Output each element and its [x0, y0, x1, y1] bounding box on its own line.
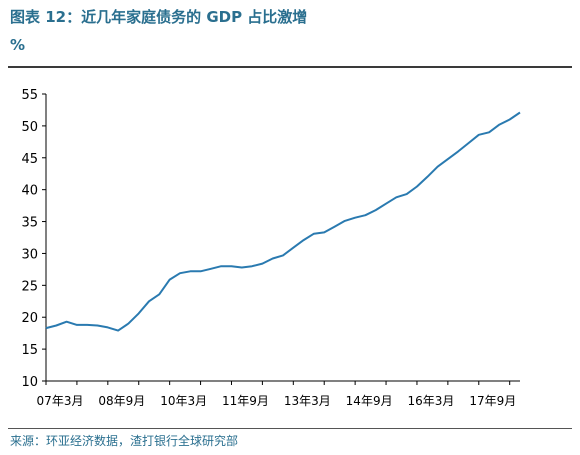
- y-tick-label: 10: [21, 375, 38, 390]
- y-tick-label: 25: [21, 279, 38, 294]
- line-chart: 10 15 20 25 30 35 40 45 50 55 07年3月 08年9月 10年3月 11年9…: [21, 88, 521, 408]
- y-tick-label: 40: [21, 184, 38, 199]
- y-axis-ticks: 10 15 20 25 30 35 40 45 50 55: [21, 88, 46, 390]
- source-note: 来源：环亚经济数据，渣打银行全球研究部: [10, 434, 239, 448]
- x-tick-label: 11年9月: [222, 394, 269, 408]
- x-tick-label: 14年9月: [346, 394, 393, 408]
- chart-title: 图表 12：近几年家庭债务的 GDP 占比激增: [10, 8, 308, 26]
- x-tick-label: 16年3月: [408, 394, 455, 408]
- top-divider: [8, 66, 572, 68]
- y-tick-label: 30: [21, 247, 38, 262]
- bottom-divider: [8, 428, 572, 429]
- y-tick-label: 15: [21, 343, 38, 358]
- y-tick-label: 55: [21, 88, 38, 103]
- x-tick-label: 10年3月: [160, 394, 207, 408]
- series-line: [45, 111, 521, 332]
- axes: [45, 94, 520, 382]
- y-tick-label: 45: [21, 152, 38, 167]
- y-tick-label: 35: [21, 216, 38, 231]
- y-tick-label: 50: [21, 120, 38, 135]
- y-tick-label: 20: [21, 311, 38, 326]
- x-tick-label: 13年3月: [284, 394, 331, 408]
- x-axis-ticks: 07年3月 08年9月 10年3月 11年9月 13年3月 14年9月 16年3月 17年9月: [37, 381, 516, 408]
- x-tick-label: 07年3月: [37, 394, 84, 408]
- series-layer: [45, 111, 521, 332]
- x-tick-label: 17年9月: [469, 394, 516, 408]
- unit-label: %: [10, 36, 26, 54]
- x-tick-label: 08年9月: [98, 394, 145, 408]
